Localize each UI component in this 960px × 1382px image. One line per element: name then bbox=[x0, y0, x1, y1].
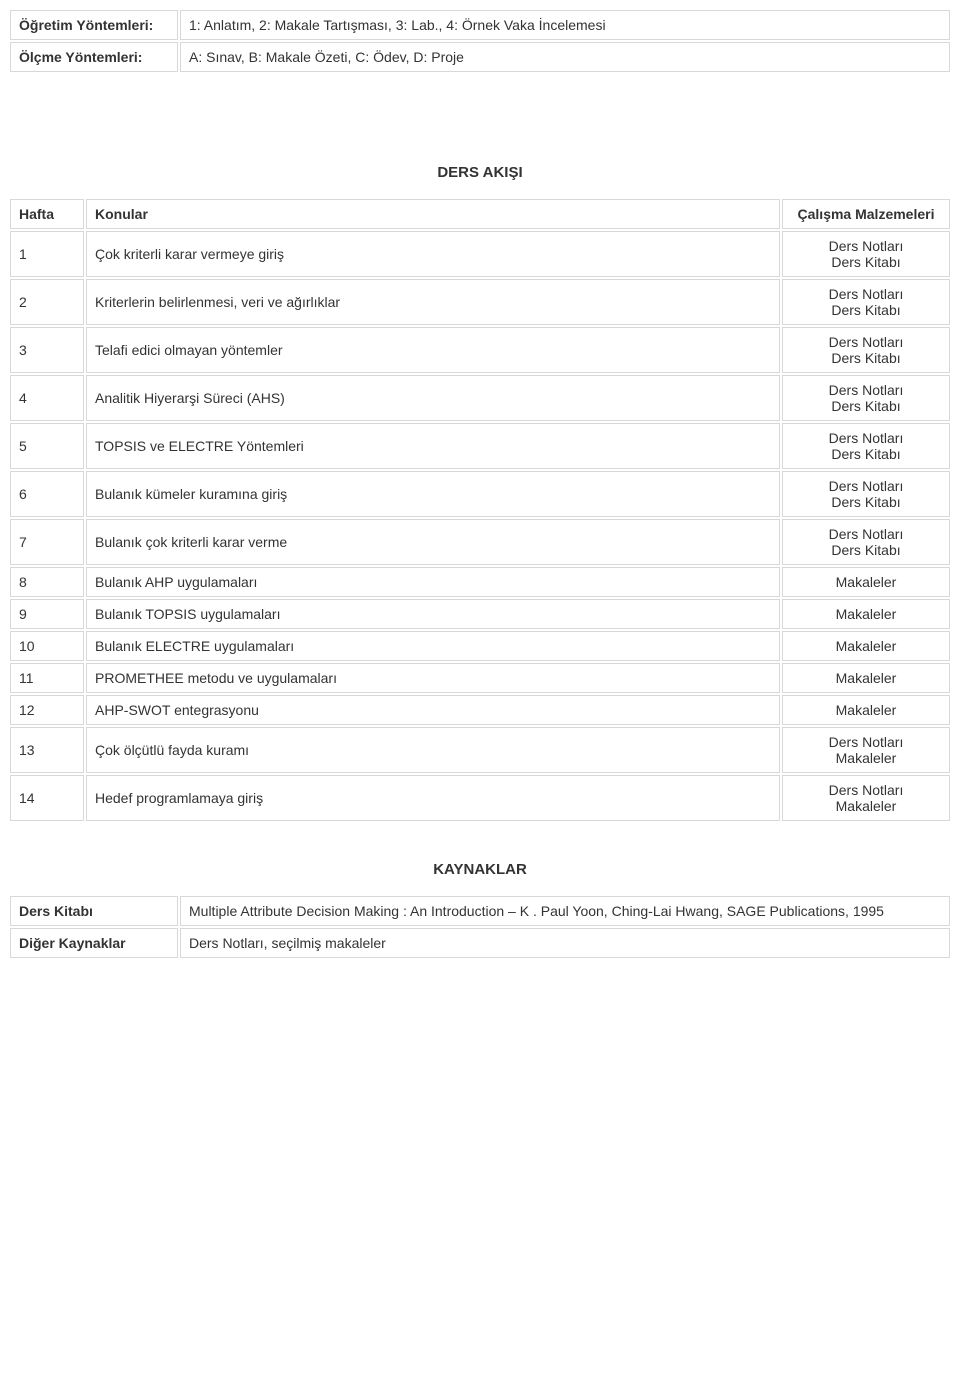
topic-cell: Telafi edici olmayan yöntemler bbox=[86, 327, 780, 373]
table-row: 5TOPSIS ve ELECTRE YöntemleriDers Notlar… bbox=[10, 423, 950, 469]
topic-cell: Çok kriterli karar vermeye giriş bbox=[86, 231, 780, 277]
methods-row-value: 1: Anlatım, 2: Makale Tartışması, 3: Lab… bbox=[180, 10, 950, 40]
materials-cell: Makaleler bbox=[782, 663, 950, 693]
week-cell: 4 bbox=[10, 375, 84, 421]
week-cell: 6 bbox=[10, 471, 84, 517]
sources-row-label: Diğer Kaynaklar bbox=[10, 928, 178, 958]
week-cell: 1 bbox=[10, 231, 84, 277]
topic-cell: Bulanık çok kriterli karar verme bbox=[86, 519, 780, 565]
methods-row: Ölçme Yöntemleri:A: Sınav, B: Makale Öze… bbox=[10, 42, 950, 72]
topic-cell: AHP-SWOT entegrasyonu bbox=[86, 695, 780, 725]
methods-row-label: Ölçme Yöntemleri: bbox=[10, 42, 178, 72]
topic-cell: Bulanık AHP uygulamaları bbox=[86, 567, 780, 597]
header-topics: Konular bbox=[86, 199, 780, 229]
course-flow-body: 1Çok kriterli karar vermeye girişDers No… bbox=[10, 231, 950, 821]
materials-cell: Ders NotlarıDers Kitabı bbox=[782, 519, 950, 565]
materials-cell: Ders NotlarıDers Kitabı bbox=[782, 327, 950, 373]
table-row: 12AHP-SWOT entegrasyonuMakaleler bbox=[10, 695, 950, 725]
topic-cell: Bulanık ELECTRE uygulamaları bbox=[86, 631, 780, 661]
materials-cell: Ders NotlarıDers Kitabı bbox=[782, 231, 950, 277]
topic-cell: TOPSIS ve ELECTRE Yöntemleri bbox=[86, 423, 780, 469]
table-row: 1Çok kriterli karar vermeye girişDers No… bbox=[10, 231, 950, 277]
sources-table-body: Ders KitabıMultiple Attribute Decision M… bbox=[10, 896, 950, 958]
materials-cell: Makaleler bbox=[782, 599, 950, 629]
week-cell: 9 bbox=[10, 599, 84, 629]
header-materials: Çalışma Malzemeleri bbox=[782, 199, 950, 229]
methods-row-value: A: Sınav, B: Makale Özeti, C: Ödev, D: P… bbox=[180, 42, 950, 72]
materials-cell: Ders NotlarıDers Kitabı bbox=[782, 375, 950, 421]
week-cell: 13 bbox=[10, 727, 84, 773]
methods-table: Öğretim Yöntemleri:1: Anlatım, 2: Makale… bbox=[8, 8, 952, 74]
week-cell: 10 bbox=[10, 631, 84, 661]
week-cell: 7 bbox=[10, 519, 84, 565]
materials-cell: Ders NotlarıDers Kitabı bbox=[782, 471, 950, 517]
sources-row-label: Ders Kitabı bbox=[10, 896, 178, 926]
sources-title: KAYNAKLAR bbox=[10, 843, 950, 894]
table-row: 6Bulanık kümeler kuramına girişDers Notl… bbox=[10, 471, 950, 517]
topic-cell: PROMETHEE metodu ve uygulamaları bbox=[86, 663, 780, 693]
table-row: 7Bulanık çok kriterli karar vermeDers No… bbox=[10, 519, 950, 565]
sources-row: Diğer KaynaklarDers Notları, seçilmiş ma… bbox=[10, 928, 950, 958]
table-row: 10Bulanık ELECTRE uygulamalarıMakaleler bbox=[10, 631, 950, 661]
table-row: 14Hedef programlamaya girişDers NotlarıM… bbox=[10, 775, 950, 821]
materials-cell: Ders NotlarıDers Kitabı bbox=[782, 423, 950, 469]
section-spacer bbox=[8, 74, 952, 144]
table-row: 13Çok ölçütlü fayda kuramıDers NotlarıMa… bbox=[10, 727, 950, 773]
topic-cell: Analitik Hiyerarşi Süreci (AHS) bbox=[86, 375, 780, 421]
table-row: 2Kriterlerin belirlenmesi, veri ve ağırl… bbox=[10, 279, 950, 325]
topic-cell: Bulanık kümeler kuramına giriş bbox=[86, 471, 780, 517]
materials-cell: Makaleler bbox=[782, 695, 950, 725]
table-row: 8Bulanık AHP uygulamalarıMakaleler bbox=[10, 567, 950, 597]
topic-cell: Çok ölçütlü fayda kuramı bbox=[86, 727, 780, 773]
week-cell: 11 bbox=[10, 663, 84, 693]
sources-row-value: Ders Notları, seçilmiş makaleler bbox=[180, 928, 950, 958]
methods-row-label: Öğretim Yöntemleri: bbox=[10, 10, 178, 40]
materials-cell: Makaleler bbox=[782, 567, 950, 597]
methods-row: Öğretim Yöntemleri:1: Anlatım, 2: Makale… bbox=[10, 10, 950, 40]
topic-cell: Bulanık TOPSIS uygulamaları bbox=[86, 599, 780, 629]
table-row: 4Analitik Hiyerarşi Süreci (AHS)Ders Not… bbox=[10, 375, 950, 421]
materials-cell: Ders NotlarıMakaleler bbox=[782, 727, 950, 773]
table-row: 9Bulanık TOPSIS uygulamalarıMakaleler bbox=[10, 599, 950, 629]
week-cell: 3 bbox=[10, 327, 84, 373]
materials-cell: Makaleler bbox=[782, 631, 950, 661]
topic-cell: Hedef programlamaya giriş bbox=[86, 775, 780, 821]
sources-table: KAYNAKLAR Ders KitabıMultiple Attribute … bbox=[8, 841, 952, 960]
sources-row-value: Multiple Attribute Decision Making : An … bbox=[180, 896, 950, 926]
table-row: 3Telafi edici olmayan yöntemlerDers Notl… bbox=[10, 327, 950, 373]
methods-table-body: Öğretim Yöntemleri:1: Anlatım, 2: Makale… bbox=[10, 10, 950, 72]
topic-cell: Kriterlerin belirlenmesi, veri ve ağırlı… bbox=[86, 279, 780, 325]
week-cell: 5 bbox=[10, 423, 84, 469]
course-flow-title: DERS AKIŞI bbox=[10, 146, 950, 197]
week-cell: 2 bbox=[10, 279, 84, 325]
table-row: 11PROMETHEE metodu ve uygulamalarıMakale… bbox=[10, 663, 950, 693]
sources-row: Ders KitabıMultiple Attribute Decision M… bbox=[10, 896, 950, 926]
week-cell: 8 bbox=[10, 567, 84, 597]
header-week: Hafta bbox=[10, 199, 84, 229]
week-cell: 14 bbox=[10, 775, 84, 821]
materials-cell: Ders NotlarıMakaleler bbox=[782, 775, 950, 821]
course-flow-header-row: Hafta Konular Çalışma Malzemeleri bbox=[10, 199, 950, 229]
week-cell: 12 bbox=[10, 695, 84, 725]
section-spacer bbox=[8, 823, 952, 841]
course-flow-table: DERS AKIŞI Hafta Konular Çalışma Malzeme… bbox=[8, 144, 952, 823]
materials-cell: Ders NotlarıDers Kitabı bbox=[782, 279, 950, 325]
